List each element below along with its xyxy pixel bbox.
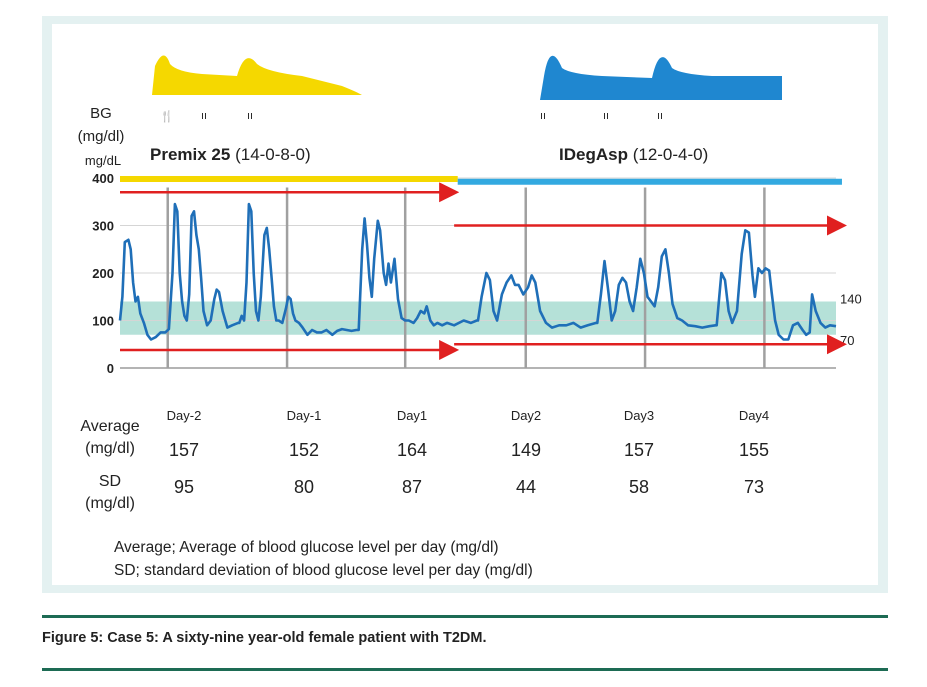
average-label-unit: (mg/dl): [85, 440, 135, 457]
glucose-series-line: [118, 202, 837, 341]
sd-value: 87: [401, 477, 423, 497]
svg-text:🍴: 🍴: [160, 110, 174, 123]
svg-text:ıı: ıı: [201, 110, 207, 122]
day-label: Day4: [738, 408, 770, 423]
figure-caption: Figure 5: Case 5: A sixty-nine year-old …: [42, 630, 487, 646]
regimen-dose: (12-0-4-0): [633, 145, 709, 164]
sd-value: 58: [628, 477, 650, 497]
caption-bottom-rule: [42, 668, 888, 671]
regimen-label-idegasp: IDegAsp (12-0-4-0): [559, 145, 708, 164]
average-label-line: Average: [80, 418, 140, 435]
average-value: 157: [168, 440, 200, 460]
y-tick-label: 400: [92, 171, 114, 186]
y-tick-label: 0: [107, 361, 114, 376]
regimen-label-premix: Premix 25 (14-0-8-0): [150, 145, 311, 164]
target-low-label: 70: [840, 333, 854, 348]
y-tick-label: 100: [92, 314, 114, 329]
sd-value: 95: [173, 477, 195, 497]
day-label: Day-1: [286, 408, 322, 423]
bg-unit: (mg/dl): [78, 128, 125, 145]
meal-icon: ıı ıı ıı ıı ıı: [201, 110, 663, 122]
sd-value: 80: [293, 477, 315, 497]
y-tick-label: 300: [92, 219, 114, 234]
svg-text:ıı: ıı: [247, 110, 253, 122]
idegasp-insulin-profile: [540, 55, 782, 100]
day-label: Day3: [623, 408, 655, 423]
bg-label: BG: [90, 105, 112, 122]
day-label: Day-2: [166, 408, 202, 423]
day-label: Day2: [510, 408, 542, 423]
caption-top-rule: [42, 615, 888, 618]
svg-text:ıı: ıı: [540, 110, 546, 122]
sd-label: SD (mg/dl): [70, 471, 150, 515]
figure-panel: 🍴 ıı ıı ıı ıı ıı BG (mg/dl) mg/dL Premix…: [42, 16, 888, 593]
sd-value: 44: [515, 477, 537, 497]
meal-icon: 🍴: [160, 110, 174, 123]
average-label: Average (mg/dl): [70, 416, 150, 460]
premix-insulin-profile: [152, 55, 362, 95]
regimen-dose: (14-0-8-0): [235, 145, 311, 164]
average-value: 157: [623, 440, 655, 460]
y-tick-label: 200: [92, 266, 114, 281]
footnote-sd: SD; standard deviation of blood glucose …: [114, 562, 533, 579]
average-value: 164: [396, 440, 428, 460]
average-value: 155: [738, 440, 770, 460]
svg-text:ıı: ıı: [603, 110, 609, 122]
target-high-label: 140: [840, 292, 862, 307]
footnote-average: Average; Average of blood glucose level …: [114, 539, 499, 556]
axis-unit: mg/dL: [85, 153, 121, 168]
chart: 🍴 ıı ıı ıı ıı ıı BG (mg/dl) mg/dL Premix…: [78, 55, 862, 376]
average-value: 149: [510, 440, 542, 460]
sd-label-unit: (mg/dl): [85, 495, 135, 512]
figure-inner: 🍴 ıı ıı ıı ıı ıı BG (mg/dl) mg/dL Premix…: [52, 24, 878, 585]
average-value: 152: [288, 440, 320, 460]
plot-area: 0 100 200 300 400 140 70: [92, 171, 861, 376]
sd-label-line: SD: [98, 473, 122, 490]
svg-text:ıı: ıı: [657, 110, 663, 122]
day-label: Day1: [396, 408, 428, 423]
regimen-name: IDegAsp: [559, 145, 628, 164]
regimen-name: Premix 25: [150, 145, 230, 164]
sd-value: 73: [743, 477, 765, 497]
